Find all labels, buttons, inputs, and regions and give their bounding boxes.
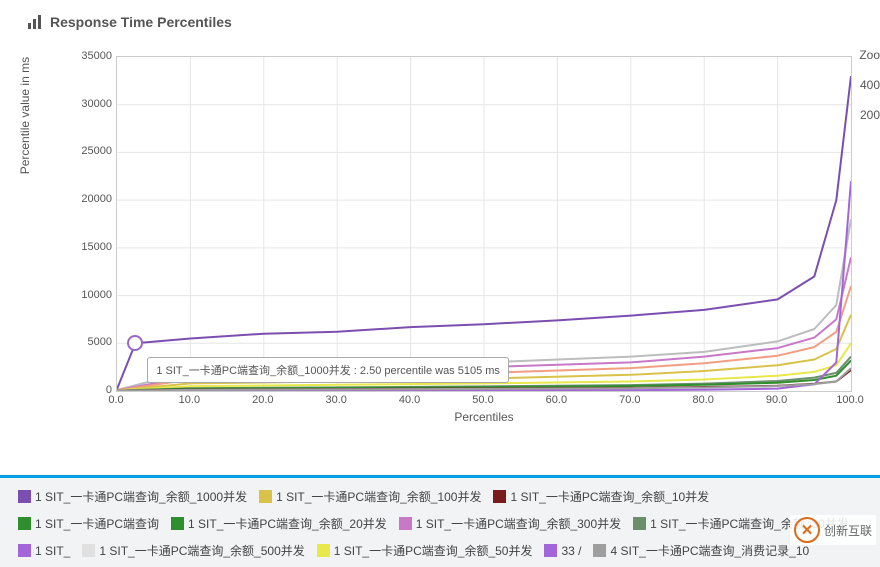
legend-swatch (317, 544, 330, 557)
legend-item[interactable]: 1 SIT_一卡通PC端查询_余额_100并发 (259, 488, 481, 505)
zoom-label: Zoo (859, 48, 880, 62)
legend-swatch (18, 544, 31, 557)
legend-swatch (593, 544, 606, 557)
legend-swatch (18, 490, 31, 503)
legend-swatch (493, 490, 506, 503)
legend-item[interactable]: 1 SIT_一卡通PC端查询_余额_50并发 (317, 542, 533, 559)
legend-label: 33 / (561, 544, 581, 558)
legend-item[interactable]: 1 SIT_一卡通PC端查询_余额_1000并发 (18, 488, 247, 505)
watermark-text: 创新互联 (824, 522, 872, 539)
legend-swatch (259, 490, 272, 503)
chart-area: Percentile value in ms 05000100001500020… (56, 48, 852, 418)
watermark: ✕ 创新互联 (790, 515, 876, 545)
legend-label: 1 SIT_ (35, 544, 70, 558)
tooltip: 1 SIT_一卡通PC端查询_余额_1000并发 : 2.50 percenti… (147, 357, 509, 383)
y-axis-label: Percentile value in ms (18, 57, 32, 174)
panel-title: Response Time Percentiles (0, 0, 880, 40)
x-tick: 60.0 (546, 394, 567, 406)
plot-region[interactable]: 1 SIT_一卡通PC端查询_余额_1000并发 : 2.50 percenti… (116, 56, 852, 392)
x-tick: 80.0 (692, 394, 713, 406)
bar-chart-icon (28, 15, 42, 29)
legend-panel: 1 SIT_一卡通PC端查询_余额_1000并发 1 SIT_一卡通PC端查询_余… (0, 475, 880, 567)
x-axis-label: Percentiles (116, 410, 852, 424)
x-tick: 0.0 (108, 394, 123, 406)
x-tick: 30.0 (325, 394, 346, 406)
legend-label: 1 SIT_一卡通PC端查询_余额_300并发 (416, 515, 621, 532)
zoom-val-0[interactable]: 400 (859, 78, 880, 92)
legend-label: 4 SIT_一卡通PC端查询_消费记录_10 (610, 542, 809, 559)
legend-item[interactable]: 1 SIT_一卡通PC端查询_余额_500并发 (82, 542, 304, 559)
legend-label: 1 SIT_一卡通PC端查询_余额_50并发 (334, 542, 533, 559)
legend-label: 1 SIT_一卡通PC端查询_余额_500并发 (99, 542, 304, 559)
legend-item[interactable]: 1 SIT_一卡通PC端查询_余额_300并发 (399, 515, 621, 532)
y-tick: 30000 (62, 98, 112, 110)
legend-label: 1 SIT_一卡通PC端查询_余额_10并发 (510, 488, 709, 505)
legend-swatch (633, 517, 646, 530)
x-tick: 10.0 (179, 394, 200, 406)
x-tick: 20.0 (252, 394, 273, 406)
legend-label: 1 SIT_一卡通PC端查询 (35, 515, 159, 532)
y-tick: 5000 (62, 336, 112, 348)
legend-swatch (171, 517, 184, 530)
x-tick: 90.0 (766, 394, 787, 406)
legend-swatch (18, 517, 31, 530)
x-tick: 100.0 (836, 394, 864, 406)
y-tick: 0 (62, 384, 112, 396)
y-tick: 10000 (62, 289, 112, 301)
x-tick: 70.0 (619, 394, 640, 406)
legend-label: 1 SIT_一卡通PC端查询_余额_1000并发 (35, 488, 247, 505)
legend-item[interactable]: 1 SIT_一卡通PC端查询_余额_20并发 (171, 515, 387, 532)
legend-item[interactable]: 1 SIT_一卡通PC端查询_余额_10并发 (493, 488, 709, 505)
y-tick: 25000 (62, 145, 112, 157)
y-tick: 15000 (62, 241, 112, 253)
watermark-icon: ✕ (794, 517, 820, 543)
y-tick: 20000 (62, 193, 112, 205)
x-tick: 50.0 (472, 394, 493, 406)
legend-swatch (544, 544, 557, 557)
legend-item[interactable]: 1 SIT_一卡通PC端查询 (18, 515, 159, 532)
y-tick: 35000 (62, 50, 112, 62)
zoom-val-1[interactable]: 200 (859, 108, 880, 122)
x-tick: 40.0 (399, 394, 420, 406)
legend-swatch (399, 517, 412, 530)
hover-marker (127, 335, 143, 351)
legend-label: 1 SIT_一卡通PC端查询_余额_100并发 (276, 488, 481, 505)
legend-label: 1 SIT_一卡通PC端查询_余额_20并发 (188, 515, 387, 532)
legend-swatch (82, 544, 95, 557)
legend-item[interactable]: 33 / (544, 542, 581, 559)
legend-item[interactable]: 1 SIT_ (18, 542, 70, 559)
title-text: Response Time Percentiles (50, 14, 232, 30)
legend-item[interactable]: 4 SIT_一卡通PC端查询_消费记录_10 (593, 542, 809, 559)
zoom-side-panel: Zoo 400 200 (859, 48, 880, 138)
